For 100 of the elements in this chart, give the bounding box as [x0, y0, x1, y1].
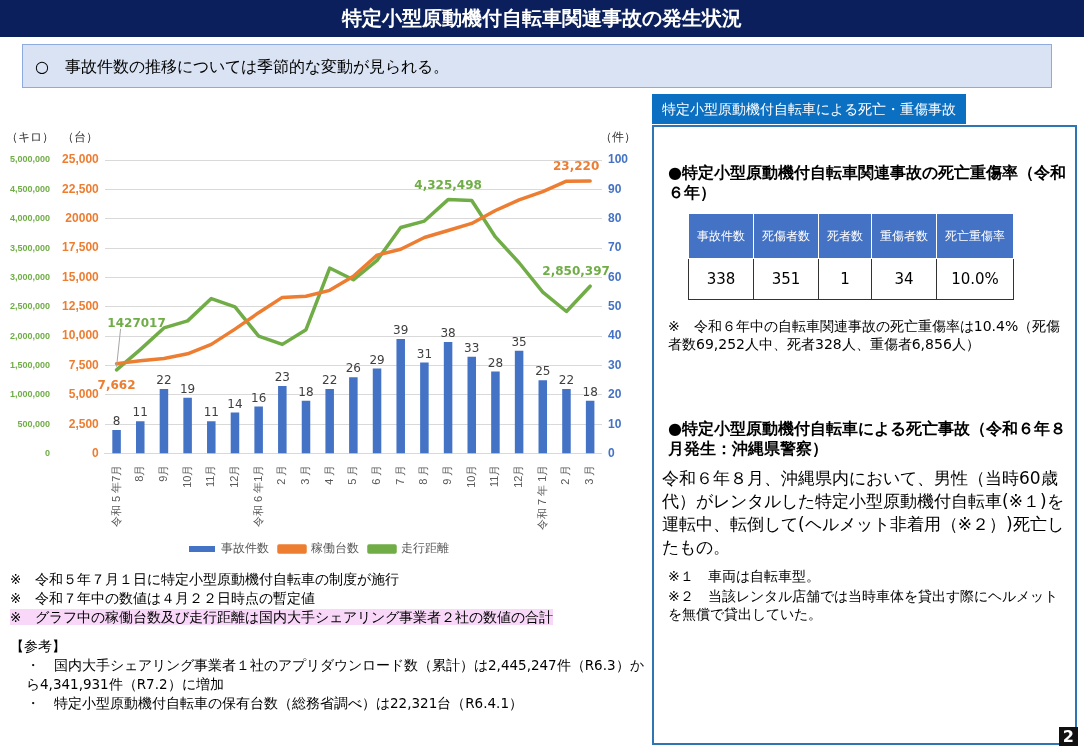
text: ●特定小型原動機付自転車による死亡事故（令和６年８月発生：沖縄県警察）: [668, 419, 1067, 459]
bar: [514, 350, 524, 454]
data-label: 8: [112, 414, 121, 429]
y-tick-label: 10,000: [62, 328, 100, 343]
y3-tick-label: 500,000: [17, 418, 51, 429]
text: ※２ 当該レンタル店舗では当時車体を貸出す際にヘルメットを無償で貸出していた。: [668, 587, 1059, 623]
data-label: 25: [535, 364, 551, 379]
data-label: 38: [440, 326, 456, 341]
data-label: 16: [251, 390, 267, 405]
y3-tick-label: 5,000,000: [9, 154, 51, 165]
text: ※ 令和５年７月１日に特定小型原動機付自転車の制度が施行: [10, 570, 401, 589]
text: 338: [688, 258, 754, 300]
x-tick-label: 8 月: [417, 464, 430, 485]
y3-tick-label: 2,500,000: [9, 301, 51, 312]
data-label: 31: [416, 346, 433, 361]
y3-tick-label: 4,500,000: [9, 183, 51, 194]
y-tick-label: 5,000: [68, 387, 100, 402]
data-label: 28: [487, 355, 504, 370]
data-label: 11: [203, 405, 219, 420]
text: ※ グラフ中の稼働台数及び走行距離は国内大手シェアリング事業者２社の数値の合計: [10, 609, 554, 625]
x-tick-label: 4 月: [322, 464, 335, 485]
y2-tick-label: 30: [607, 357, 622, 372]
data-label: 19: [179, 381, 196, 396]
bar: [112, 430, 121, 454]
x-tick-label: 3 月: [299, 464, 312, 485]
data-label: 7,662: [97, 377, 136, 392]
data-label: 22: [558, 373, 575, 388]
y2-tick-label: 40: [607, 328, 622, 343]
y3-tick-label: 1,500,000: [9, 360, 51, 370]
data-label: 22: [322, 373, 338, 388]
bar: [207, 421, 216, 454]
x-tick-label: 2 月: [275, 464, 288, 485]
y-tick-label: 25,000: [62, 152, 100, 167]
bar: [372, 368, 382, 454]
data-label: 23: [274, 370, 290, 385]
bar: [585, 400, 595, 454]
bar: [230, 412, 240, 454]
bar: [325, 389, 334, 454]
y2-tick-label: 10: [607, 416, 622, 431]
x-tick-label: 11月: [488, 464, 501, 488]
y3-tick-label: 3,000,000: [9, 271, 51, 282]
text: ※ 令和６年中の自転車関連事故の死亡重傷率は10.4%（死傷者数69,252人中、死者328人、重傷者6,856人）: [668, 317, 1062, 353]
data-label: 22: [156, 373, 172, 388]
x-tick-label: 3 月: [583, 464, 596, 485]
bar: [396, 339, 405, 454]
y2-tick-label: 0: [607, 445, 615, 460]
x-tick-label: 9 月: [441, 464, 454, 485]
y-tick-label: 0: [92, 445, 100, 460]
y3-tick-label: 2,000,000: [9, 330, 51, 341]
legend-label: 事故件数: [221, 541, 269, 556]
text: 1: [818, 258, 872, 300]
bar: [254, 406, 263, 454]
data-label: 18: [582, 384, 598, 399]
y-tick-label: 15,000: [62, 269, 100, 284]
text: 351: [753, 258, 819, 300]
y2-tick-label: 20: [607, 387, 622, 402]
x-tick-label: 11月: [204, 464, 217, 488]
text: 死傷者数: [753, 213, 819, 259]
x-tick-label: 令和 7 年 1月: [535, 464, 548, 530]
data-label: 29: [369, 352, 385, 367]
bar: [301, 400, 311, 454]
y2-tick-label: 80: [607, 211, 622, 226]
bar: [349, 377, 358, 454]
data-label: 26: [345, 361, 361, 376]
y3-tick-label: 1,000,000: [9, 389, 51, 400]
text: 令和６年８月、沖縄県内において、男性（当時60歳代）がレンタルした特定小型原動機付自転車(※１)を運転中、転倒して(ヘルメット非着用（※２）)死亡したもの。: [662, 467, 1065, 559]
data-label: 1427017: [107, 315, 166, 330]
y3-axis-title: （キロ）: [6, 130, 55, 145]
text: 34: [871, 258, 937, 300]
x-tick-label: 令和 6 年1月: [251, 464, 264, 527]
x-tick-label: 7 月: [393, 464, 406, 485]
y-tick-label: 12,500: [62, 299, 100, 314]
text: 重傷者数: [871, 213, 937, 259]
text: ※ 令和７年中の数値は４月２２日時点の暫定値: [10, 589, 317, 608]
y-tick-label: 20000: [65, 211, 100, 226]
y-tick-label: 2,500: [68, 416, 100, 431]
bar: [443, 342, 453, 454]
x-tick-label: 2 月: [559, 464, 572, 485]
y2-tick-label: 70: [607, 240, 622, 255]
y-axis-title: （台）: [62, 130, 99, 145]
data-label: 14: [227, 396, 243, 411]
bar: [420, 362, 429, 454]
text: ・ 国内大手シェアリング事業者１社のアプリダウンロード数（累計）は2,445,247件（R6.3）から4,341,931件（R7.2）に増加: [25, 656, 645, 694]
text: 特定小型原動機付自転車による死亡・重傷事故: [652, 94, 966, 124]
data-label: 39: [393, 323, 409, 338]
y2-tick-label: 60: [607, 269, 622, 284]
bar: [467, 356, 477, 454]
bar: [538, 380, 548, 454]
text: ・ 特定小型原動機付自転車の保有台数（総務省調べ）は22,321台（R6.4.1）: [25, 694, 524, 713]
y3-tick-label: 4,000,000: [9, 213, 51, 224]
text: ※１ 車両は自転車型。: [668, 567, 821, 585]
data-label: 33: [464, 340, 480, 355]
y2-tick-label: 90: [607, 181, 622, 196]
y2-tick-label: 50: [607, 299, 622, 314]
x-tick-label: 9月: [156, 464, 169, 482]
data-label: 11: [132, 405, 148, 420]
x-tick-label: 8月: [133, 464, 146, 482]
text: 【参考】: [10, 637, 67, 656]
bar: [136, 421, 145, 454]
legend-label: 走行距離: [401, 541, 449, 556]
